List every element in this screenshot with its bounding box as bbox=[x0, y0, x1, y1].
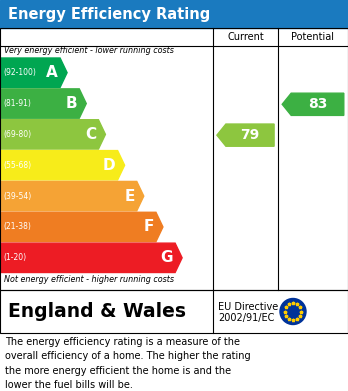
Circle shape bbox=[280, 298, 306, 325]
Text: E: E bbox=[124, 188, 135, 204]
Text: A: A bbox=[46, 65, 58, 80]
Text: 79: 79 bbox=[240, 128, 260, 142]
Text: C: C bbox=[85, 127, 96, 142]
Bar bbox=[0, 28, 348, 290]
Polygon shape bbox=[0, 151, 125, 180]
Polygon shape bbox=[0, 120, 105, 149]
Text: Current: Current bbox=[227, 32, 264, 42]
Polygon shape bbox=[282, 93, 344, 115]
Polygon shape bbox=[217, 124, 274, 146]
Text: D: D bbox=[103, 158, 116, 173]
Text: Very energy efficient - lower running costs: Very energy efficient - lower running co… bbox=[4, 46, 174, 55]
Polygon shape bbox=[0, 58, 67, 87]
Text: The energy efficiency rating is a measure of the
overall efficiency of a home. T: The energy efficiency rating is a measur… bbox=[5, 337, 251, 390]
Polygon shape bbox=[0, 89, 86, 118]
Text: (92-100): (92-100) bbox=[3, 68, 36, 77]
Text: B: B bbox=[66, 96, 77, 111]
Text: (81-91): (81-91) bbox=[3, 99, 31, 108]
Polygon shape bbox=[0, 181, 144, 211]
Text: (55-68): (55-68) bbox=[3, 161, 31, 170]
Text: 83: 83 bbox=[308, 97, 327, 111]
Text: EU Directive: EU Directive bbox=[218, 301, 278, 312]
Text: England & Wales: England & Wales bbox=[8, 302, 186, 321]
Text: (69-80): (69-80) bbox=[3, 130, 31, 139]
Text: Energy Efficiency Rating: Energy Efficiency Rating bbox=[8, 7, 210, 22]
Bar bbox=[0, 290, 348, 333]
Text: Not energy efficient - higher running costs: Not energy efficient - higher running co… bbox=[4, 275, 174, 284]
Text: (39-54): (39-54) bbox=[3, 192, 31, 201]
Text: 2002/91/EC: 2002/91/EC bbox=[218, 312, 274, 323]
Polygon shape bbox=[0, 243, 182, 273]
Text: (1-20): (1-20) bbox=[3, 253, 26, 262]
Text: (21-38): (21-38) bbox=[3, 222, 31, 231]
Bar bbox=[0, 0, 348, 28]
Text: F: F bbox=[144, 219, 154, 235]
Text: G: G bbox=[161, 250, 173, 265]
Polygon shape bbox=[0, 212, 163, 242]
Text: Potential: Potential bbox=[292, 32, 334, 42]
